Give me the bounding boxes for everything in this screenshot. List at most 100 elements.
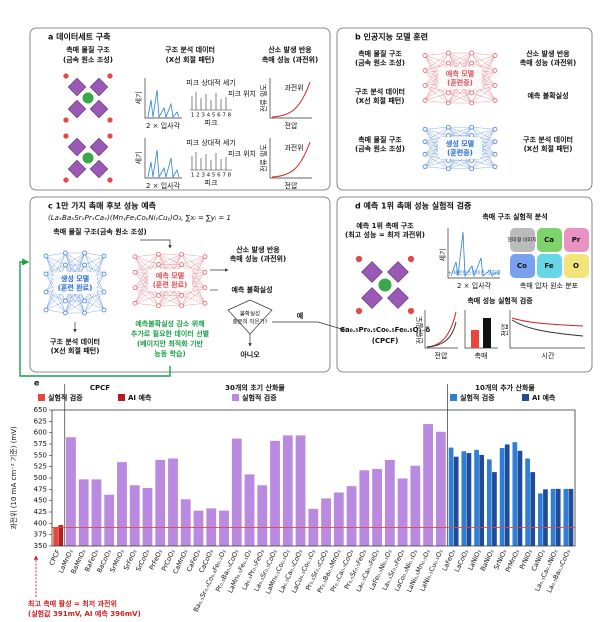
legend-swatch — [38, 394, 45, 401]
octahedron — [387, 261, 409, 283]
net-node — [43, 253, 49, 259]
panel-title: a 데이터세트 구축 — [48, 32, 111, 42]
axis-label: 세기 — [134, 92, 143, 105]
label: (금속 원소 조성) — [355, 144, 405, 153]
net-node — [155, 293, 161, 298]
axis-label: 전류 밀도 — [259, 83, 268, 112]
net-edge — [84, 264, 105, 275]
net-edge — [181, 303, 206, 307]
label: 구조 분석 데이터 — [50, 337, 100, 346]
atom — [107, 133, 113, 139]
arrow — [140, 239, 172, 249]
net-node — [469, 90, 475, 96]
label: 촉매 성능 (과전위) — [230, 254, 286, 263]
bar — [282, 435, 293, 546]
label: 구조 분석 데이터 — [523, 135, 573, 144]
octahedron — [361, 287, 383, 309]
atom — [63, 117, 69, 123]
bar — [180, 499, 191, 546]
bar — [453, 456, 459, 546]
bar — [563, 488, 569, 546]
net-label-bg — [53, 272, 97, 294]
label: 촉매 입자 원소 분포 — [520, 281, 579, 290]
legend-label: 실험적 검증 — [242, 393, 277, 402]
atom — [407, 307, 415, 315]
y-tick-label: 525 — [34, 463, 47, 471]
net-node — [422, 98, 428, 103]
label: (금속 원소 조성) — [355, 58, 405, 67]
y-tick-label: 600 — [34, 429, 47, 437]
atom — [107, 177, 113, 183]
net-edge — [424, 135, 449, 142]
feedback-arrow — [19, 258, 171, 377]
bar — [142, 487, 153, 546]
net-node — [492, 139, 498, 145]
net-edge — [84, 291, 105, 314]
label: 촉매 성능 실험적 검증 — [467, 296, 533, 305]
net-edge — [471, 92, 496, 101]
octahedron — [387, 287, 409, 309]
bar — [129, 485, 140, 546]
label: 과전위 — [284, 143, 303, 152]
net-edge — [448, 126, 472, 136]
axis — [51, 409, 576, 547]
net-node — [422, 68, 428, 73]
net-node — [492, 83, 498, 88]
net-edge — [424, 166, 449, 170]
decision-diamond — [227, 299, 273, 335]
label: 피크 — [205, 118, 218, 127]
net-edge — [448, 160, 472, 170]
bar — [448, 447, 454, 546]
net-edge — [471, 85, 496, 94]
model-label: (훈련중) — [447, 148, 473, 157]
arrow — [272, 321, 346, 331]
net-node — [445, 133, 451, 138]
label: 1 2 3 4 5 6 7 8 — [191, 173, 232, 179]
net-edge — [471, 100, 496, 104]
axis-label: 전류 밀도 — [259, 143, 268, 172]
panel-box — [29, 196, 331, 373]
element: Ca — [544, 236, 554, 244]
net-node — [445, 50, 451, 56]
net-node — [422, 139, 428, 145]
xrd-plot — [447, 228, 500, 279]
net-edge — [424, 52, 449, 86]
panel-box — [29, 27, 331, 191]
bar — [461, 451, 467, 546]
axis-label: 전압 — [500, 323, 509, 336]
bar — [504, 444, 510, 546]
net-node — [179, 251, 185, 257]
net-edge — [424, 62, 449, 71]
column-header: (금속 원소 조성) — [63, 55, 113, 64]
label: 피크 상대적 세기 — [186, 138, 236, 147]
column-header: 구조 분석 데이터 — [165, 45, 215, 54]
net-node — [132, 269, 138, 275]
axis-label: 세기 — [134, 152, 143, 165]
octahedron — [361, 261, 383, 283]
atom — [82, 152, 94, 164]
net-node — [469, 133, 475, 138]
net-node — [492, 151, 498, 157]
bar — [168, 458, 178, 546]
net-edge — [84, 252, 105, 275]
net-edge — [471, 55, 496, 64]
column-header: (X선 회절 패턴) — [166, 55, 215, 64]
net-node — [422, 53, 428, 58]
net-node — [179, 293, 185, 298]
atom — [107, 117, 113, 123]
formula: (LaₓBaₓSrₓPrₓCaₓ)(MnᵧFeᵧCoᵧNiᵧCuᵧ)O₃, ∑x… — [48, 214, 231, 222]
net-edge — [471, 52, 496, 56]
y-tick-label: 425 — [34, 508, 47, 516]
net-edge — [471, 126, 496, 142]
net-node — [179, 303, 185, 309]
net-node — [469, 100, 475, 106]
net-edge — [45, 264, 66, 275]
net-edge — [134, 254, 159, 304]
net-edge — [45, 255, 66, 266]
legend-swatch — [522, 394, 529, 401]
net-edge — [45, 291, 66, 314]
net-node — [155, 303, 161, 309]
bar — [466, 453, 472, 546]
element: O — [573, 262, 579, 270]
y-tick-label: 375 — [34, 531, 47, 539]
